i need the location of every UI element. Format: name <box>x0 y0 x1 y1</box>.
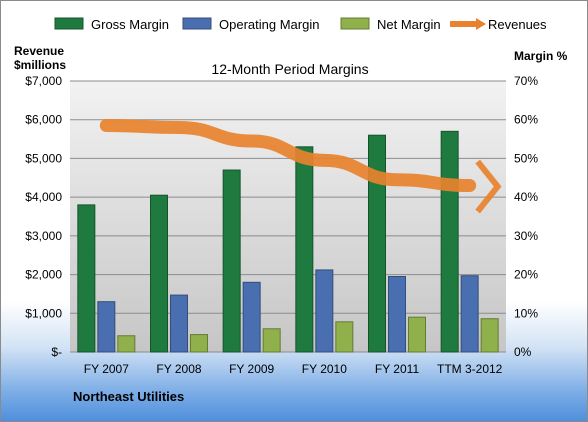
legend-label: Revenues <box>488 17 547 32</box>
legend-label: Gross Margin <box>91 17 169 32</box>
bar-gross-margin <box>222 169 241 353</box>
category-label: FY 2011 <box>375 362 420 376</box>
category-label: FY 2008 <box>156 362 201 376</box>
bar-net-margin <box>117 335 136 353</box>
revenue-arrowhead <box>475 159 502 214</box>
right-tick-label: 60% <box>514 113 538 127</box>
bar-operating-margin <box>170 294 188 353</box>
bar-operating-margin <box>460 275 479 353</box>
legend-swatch-operating-margin <box>182 17 212 30</box>
category-label: FY 2009 <box>229 362 274 376</box>
revenue-line <box>99 119 477 193</box>
company-name: Northeast Utilities <box>73 389 185 404</box>
category-label: FY 2010 <box>302 362 347 376</box>
right-tick-label: 30% <box>514 229 538 243</box>
bar-net-margin <box>262 328 281 353</box>
bar-operating-margin <box>97 301 116 353</box>
right-tick-label: 10% <box>514 306 538 320</box>
left-tick-label: $1,000 <box>25 306 62 320</box>
left-tick-label: $4,000 <box>25 190 62 204</box>
bar-net-margin <box>408 316 426 353</box>
bar-net-margin <box>480 318 499 353</box>
bar-net-margin <box>335 321 354 353</box>
category-label: TTM 3-2012 <box>437 362 503 376</box>
legend-label: Net Margin <box>377 17 441 32</box>
right-tick-label: 40% <box>514 190 538 204</box>
bar-gross-margin <box>368 134 386 353</box>
bar-gross-margin <box>150 194 168 353</box>
bar-gross-margin <box>295 146 314 353</box>
chart-title: 12-Month Period Margins <box>211 61 368 77</box>
left-tick-label: $5,000 <box>25 151 62 165</box>
category-label: FY 2007 <box>84 362 129 376</box>
left-tick-label: $3,000 <box>25 229 62 243</box>
left-tick-label: $2,000 <box>25 268 62 282</box>
left-axis-label-line1: Revenue <box>14 44 65 58</box>
bar-gross-margin <box>77 204 96 353</box>
legend-swatch-net-margin <box>340 17 370 30</box>
right-tick-label: 70% <box>514 74 538 88</box>
legend-label: Operating Margin <box>219 17 319 32</box>
right-tick-label: 50% <box>514 151 538 165</box>
left-tick-label: $- <box>51 345 62 359</box>
legend-arrow <box>476 18 486 30</box>
right-tick-label: 20% <box>514 268 538 282</box>
bar-operating-margin <box>242 281 261 353</box>
right-tick-label: 0% <box>514 345 532 359</box>
bar-gross-margin <box>440 130 459 353</box>
bar-operating-margin <box>388 276 406 353</box>
legend-swatch-gross-margin <box>54 17 84 30</box>
left-axis-label-line2: $millions <box>14 58 67 72</box>
bar-net-margin <box>190 334 208 353</box>
right-axis-label: Margin % <box>514 49 568 63</box>
left-tick-label: $6,000 <box>25 113 62 127</box>
left-tick-label: $7,000 <box>25 74 62 88</box>
bar-operating-margin <box>315 269 334 353</box>
